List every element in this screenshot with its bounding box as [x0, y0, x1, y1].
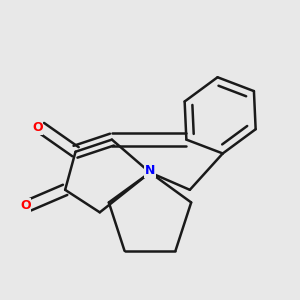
Text: O: O: [20, 199, 31, 212]
Text: N: N: [145, 164, 155, 177]
Text: O: O: [32, 121, 43, 134]
